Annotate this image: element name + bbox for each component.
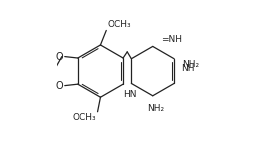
Text: O: O	[55, 81, 63, 91]
Text: NH: NH	[181, 64, 195, 73]
Text: HN: HN	[123, 90, 137, 99]
Text: O: O	[55, 52, 63, 62]
Text: =NH: =NH	[161, 35, 182, 44]
Text: OCH₃: OCH₃	[108, 20, 131, 29]
Text: NH₂: NH₂	[182, 60, 199, 69]
Text: NH₂: NH₂	[147, 104, 164, 113]
Text: OCH₃: OCH₃	[73, 113, 96, 122]
